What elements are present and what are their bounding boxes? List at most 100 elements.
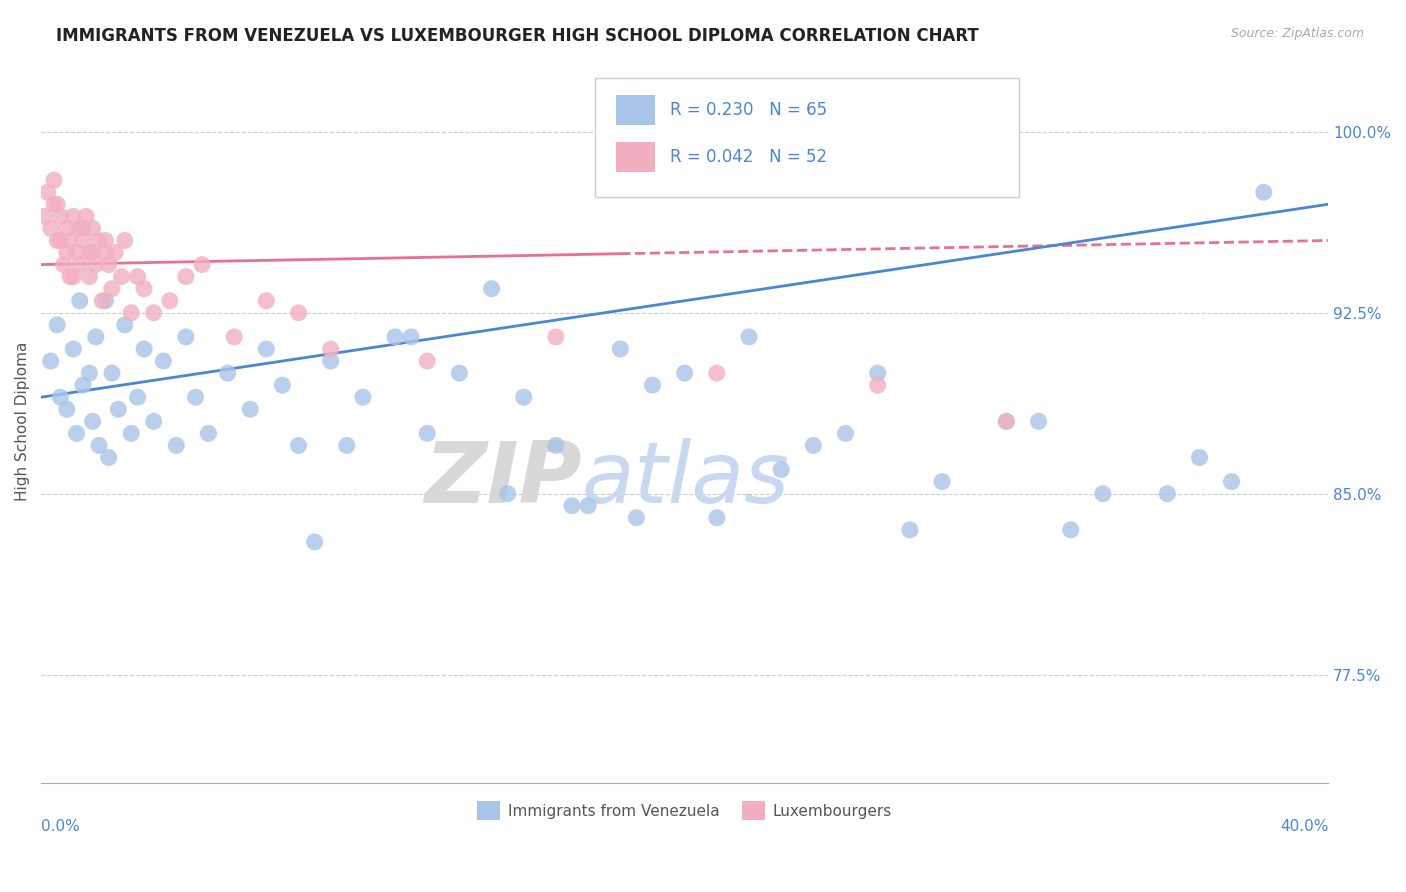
- Point: [416, 426, 439, 441]
- Point: [1091, 486, 1114, 500]
- Point: [544, 330, 567, 344]
- Point: [56, 245, 79, 260]
- Text: Source: ZipAtlas.com: Source: ZipAtlas.com: [1230, 27, 1364, 40]
- Point: [79, 366, 101, 380]
- Point: [42, 197, 65, 211]
- Point: [384, 330, 406, 344]
- Point: [304, 535, 326, 549]
- Point: [254, 293, 277, 308]
- Point: [82, 245, 104, 260]
- Point: [931, 475, 953, 489]
- Point: [673, 366, 696, 380]
- Point: [287, 438, 309, 452]
- Text: atlas: atlas: [582, 438, 790, 521]
- Point: [91, 293, 114, 308]
- Point: [72, 221, 94, 235]
- Point: [56, 402, 79, 417]
- Point: [82, 414, 104, 428]
- Point: [132, 342, 155, 356]
- Point: [59, 269, 82, 284]
- Point: [224, 330, 246, 344]
- Point: [336, 438, 359, 452]
- Point: [197, 426, 219, 441]
- Text: 40.0%: 40.0%: [1279, 819, 1329, 834]
- Point: [56, 221, 79, 235]
- Point: [271, 378, 294, 392]
- Point: [87, 234, 110, 248]
- Point: [995, 414, 1018, 428]
- Point: [120, 426, 142, 441]
- Point: [62, 210, 84, 224]
- Point: [37, 186, 59, 200]
- FancyBboxPatch shape: [595, 78, 1019, 197]
- Point: [69, 293, 91, 308]
- Point: [770, 462, 793, 476]
- Point: [184, 390, 207, 404]
- Text: IMMIGRANTS FROM VENEZUELA VS LUXEMBOURGER HIGH SCHOOL DIPLOMA CORRELATION CHART: IMMIGRANTS FROM VENEZUELA VS LUXEMBOURGE…: [56, 27, 979, 45]
- Point: [62, 269, 84, 284]
- Point: [104, 245, 127, 260]
- Point: [110, 269, 132, 284]
- Point: [72, 378, 94, 392]
- Point: [62, 342, 84, 356]
- Point: [481, 282, 503, 296]
- FancyBboxPatch shape: [616, 95, 655, 126]
- Point: [49, 390, 72, 404]
- Point: [801, 438, 824, 452]
- Point: [319, 354, 342, 368]
- Point: [1156, 486, 1178, 500]
- Point: [59, 234, 82, 248]
- Point: [287, 306, 309, 320]
- Text: R = 0.042   N = 52: R = 0.042 N = 52: [671, 148, 828, 166]
- FancyBboxPatch shape: [616, 142, 655, 172]
- Point: [866, 378, 889, 392]
- Point: [39, 354, 62, 368]
- Point: [174, 330, 197, 344]
- Point: [42, 173, 65, 187]
- Point: [84, 258, 107, 272]
- Point: [79, 245, 101, 260]
- Point: [127, 269, 149, 284]
- Point: [132, 282, 155, 296]
- Point: [46, 197, 69, 211]
- Point: [609, 342, 631, 356]
- Point: [995, 414, 1018, 428]
- Point: [101, 282, 124, 296]
- Point: [69, 258, 91, 272]
- Point: [641, 378, 664, 392]
- Point: [416, 354, 439, 368]
- Point: [69, 221, 91, 235]
- Point: [217, 366, 239, 380]
- Point: [866, 366, 889, 380]
- Point: [49, 210, 72, 224]
- Point: [254, 342, 277, 356]
- Point: [34, 210, 56, 224]
- Point: [834, 426, 856, 441]
- Point: [49, 234, 72, 248]
- Text: R = 0.230   N = 65: R = 0.230 N = 65: [671, 102, 828, 120]
- Point: [1188, 450, 1211, 465]
- Point: [449, 366, 471, 380]
- Point: [114, 234, 136, 248]
- Point: [82, 221, 104, 235]
- Point: [84, 330, 107, 344]
- Point: [706, 510, 728, 524]
- Point: [72, 234, 94, 248]
- Point: [142, 414, 165, 428]
- Point: [544, 438, 567, 452]
- Text: 0.0%: 0.0%: [41, 819, 80, 834]
- Point: [576, 499, 599, 513]
- Y-axis label: High School Diploma: High School Diploma: [15, 342, 30, 501]
- Point: [75, 210, 97, 224]
- Point: [1060, 523, 1083, 537]
- Point: [159, 293, 181, 308]
- Point: [65, 245, 87, 260]
- Point: [1253, 186, 1275, 200]
- Point: [561, 499, 583, 513]
- Legend: Immigrants from Venezuela, Luxembourgers: Immigrants from Venezuela, Luxembourgers: [471, 795, 898, 826]
- Point: [706, 366, 728, 380]
- Point: [79, 269, 101, 284]
- Point: [513, 390, 536, 404]
- Point: [319, 342, 342, 356]
- Point: [65, 426, 87, 441]
